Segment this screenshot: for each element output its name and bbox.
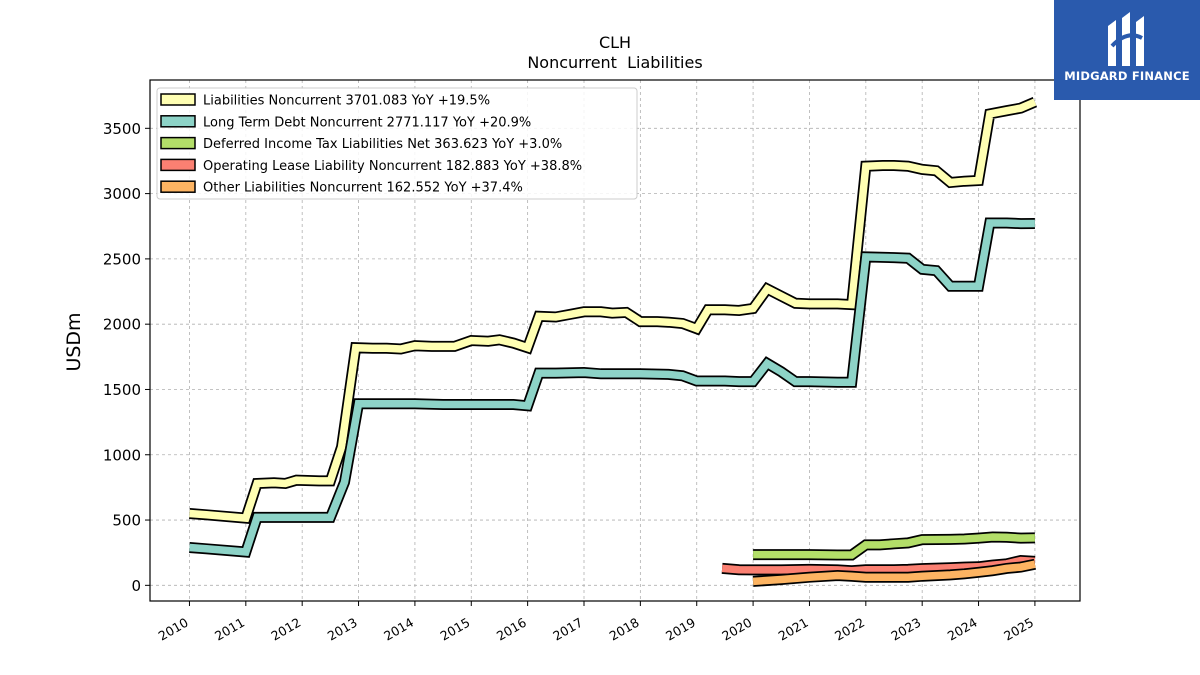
x-tick-label: 2020	[719, 615, 754, 644]
legend-swatch	[160, 180, 196, 193]
x-tick-label: 2012	[268, 615, 303, 644]
x-tick-label: 2010	[156, 615, 191, 644]
y-tick-label: 1000	[103, 446, 141, 464]
x-tick-label: 2017	[550, 615, 585, 644]
chart-title: CLH	[599, 33, 631, 52]
series-1	[189, 97, 1038, 524]
legend-swatch	[160, 115, 196, 128]
x-axis: 2010 2011 2012 2013 2014 2015 2016 2017 2018 2019…	[156, 601, 1036, 644]
y-tick-label: 1500	[103, 381, 141, 399]
x-tick-label: 2025	[1001, 615, 1036, 644]
legend-swatch	[160, 158, 196, 172]
chart-subtitle: Noncurrent Liabilities	[527, 53, 702, 72]
y-axis: 0 500 1000 1500 2000 2500 3000 3500	[103, 120, 150, 595]
y-tick-label: 3000	[103, 185, 141, 203]
legend-item: Other Liabilities Noncurrent 162.552 YoY…	[160, 180, 523, 196]
y-tick-label: 0	[131, 577, 141, 595]
y-tick-label: 2000	[103, 316, 141, 334]
legend-label: Deferred Income Tax Liabilities Net 363.…	[203, 137, 562, 152]
legend-swatch	[160, 136, 196, 150]
x-tick-label: 2019	[663, 615, 698, 644]
legend-label: Operating Lease Liability Noncurrent 182…	[203, 159, 582, 174]
legend-item: Long Term Debt Noncurrent 2771.117 YoY +…	[160, 115, 531, 130]
series-line	[752, 560, 1036, 586]
x-tick-label: 2024	[945, 615, 980, 644]
y-tick-label: 3500	[103, 120, 141, 138]
series-layer	[189, 97, 1038, 587]
legend-box	[156, 87, 638, 200]
x-tick-label: 2018	[607, 615, 642, 644]
logo-text: MIDGARD FINANCE	[1064, 69, 1190, 83]
midgard-finance-logo: MIDGARD FINANCE	[1054, 0, 1200, 100]
x-tick-label: 2011	[212, 615, 247, 644]
logo-mark-icon	[1108, 12, 1144, 66]
x-tick-label: 2014	[381, 615, 416, 644]
legend-label: Other Liabilities Noncurrent 162.552 YoY…	[203, 181, 523, 196]
y-axis-label: USDm	[63, 312, 85, 371]
legend-swatch	[160, 93, 196, 106]
x-tick-label: 2022	[832, 615, 867, 644]
legend-item: Liabilities Noncurrent 3701.083 YoY +19.…	[160, 93, 490, 109]
series-line	[189, 219, 1035, 556]
x-tick-label: 2015	[437, 615, 472, 644]
x-tick-label: 2023	[888, 615, 923, 644]
x-tick-label: 2016	[494, 615, 529, 644]
x-tick-label: 2021	[776, 615, 811, 644]
legend-label: Liabilities Noncurrent 3701.083 YoY +19.…	[203, 94, 490, 109]
series-5	[752, 558, 1037, 587]
x-tick-label: 2013	[325, 615, 360, 644]
legend-label: Long Term Debt Noncurrent 2771.117 YoY +…	[203, 115, 531, 130]
legend-item: Deferred Income Tax Liabilities Net 363.…	[160, 136, 562, 152]
series-line	[189, 98, 1037, 523]
series-line-outline	[189, 217, 1035, 558]
legend-item: Operating Lease Liability Noncurrent 182…	[160, 158, 582, 174]
series-3	[753, 531, 1035, 561]
series-line	[753, 533, 1035, 559]
legend: Liabilities Noncurrent 3701.083 YoY +19.…	[156, 87, 638, 200]
series-2	[189, 217, 1035, 558]
y-tick-label: 2500	[103, 250, 141, 268]
plot-frame	[149, 79, 1081, 602]
y-tick-label: 500	[112, 512, 141, 530]
